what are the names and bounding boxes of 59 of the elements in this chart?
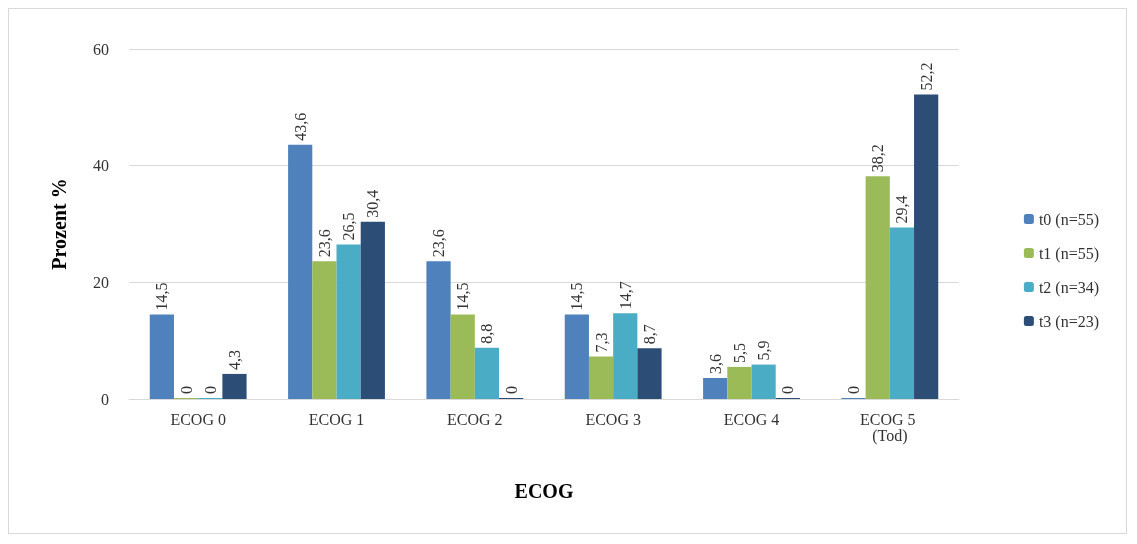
bar: [889, 227, 915, 399]
data-label: 5,5: [730, 342, 748, 363]
data-label: 38,2: [869, 144, 887, 173]
x-tick-label: ECOG 5 (Tod): [860, 410, 920, 445]
x-tick-label: ECOG 0: [170, 410, 226, 428]
x-tick-label: ECOG 4: [723, 410, 780, 428]
bar: [703, 378, 728, 399]
data-label: 8,8: [478, 323, 496, 344]
data-label: 0: [779, 386, 797, 394]
x-tick-label: ECOG 2: [447, 410, 503, 428]
bar: [288, 144, 313, 399]
data-label: 26,5: [340, 212, 358, 241]
data-label: 8,7: [640, 324, 658, 345]
data-label: 43,6: [291, 112, 309, 141]
bar: [336, 244, 361, 399]
bar: [450, 314, 475, 399]
y-tick-label: 40: [93, 157, 109, 175]
bar: [474, 347, 500, 399]
data-label: 14,7: [616, 281, 634, 310]
data-label: 0: [177, 386, 195, 394]
data-label: 4,3: [225, 349, 243, 370]
bar: [426, 261, 451, 399]
data-label: 29,4: [893, 195, 911, 224]
y-tick-label: 20: [93, 273, 109, 291]
data-label: 0: [201, 386, 219, 394]
data-label: 14,5: [568, 282, 586, 311]
data-label: 3,6: [706, 354, 724, 374]
data-label: 14,5: [153, 282, 171, 311]
bar: [360, 221, 385, 399]
data-label: 0: [845, 386, 863, 394]
data-label: 30,4: [364, 189, 382, 218]
y-tick-label: 0: [101, 390, 109, 408]
data-label: 5,9: [755, 340, 773, 361]
bar: [564, 314, 589, 399]
legend-label: t2 (n=34): [1038, 278, 1099, 297]
data-label: 52,2: [917, 62, 935, 91]
x-tick-label: ECOG 3: [585, 410, 641, 428]
bar: [312, 261, 337, 399]
data-label: 14,5: [454, 282, 472, 311]
bar: [149, 314, 174, 399]
data-label: 7,3: [592, 332, 610, 353]
bar: [751, 364, 776, 399]
bar: [588, 356, 614, 399]
bar: [613, 313, 638, 399]
legend-label: t3 (n=23): [1038, 312, 1099, 331]
data-label: 0: [502, 386, 520, 394]
x-axis-title: ECOG: [514, 480, 574, 502]
bar: [637, 348, 662, 399]
y-axis-title: Prozent %: [48, 178, 70, 270]
bar: [914, 94, 939, 399]
legend-label: t1 (n=55): [1038, 244, 1099, 263]
y-tick-label: 60: [93, 40, 109, 58]
legend-label: t0 (n=55): [1038, 210, 1099, 229]
bar: [865, 176, 890, 399]
data-label: 23,6: [315, 229, 333, 258]
data-label: 23,6: [430, 229, 448, 258]
bar: [727, 366, 752, 399]
bar: [222, 373, 247, 399]
x-tick-label: ECOG 1: [308, 410, 365, 428]
